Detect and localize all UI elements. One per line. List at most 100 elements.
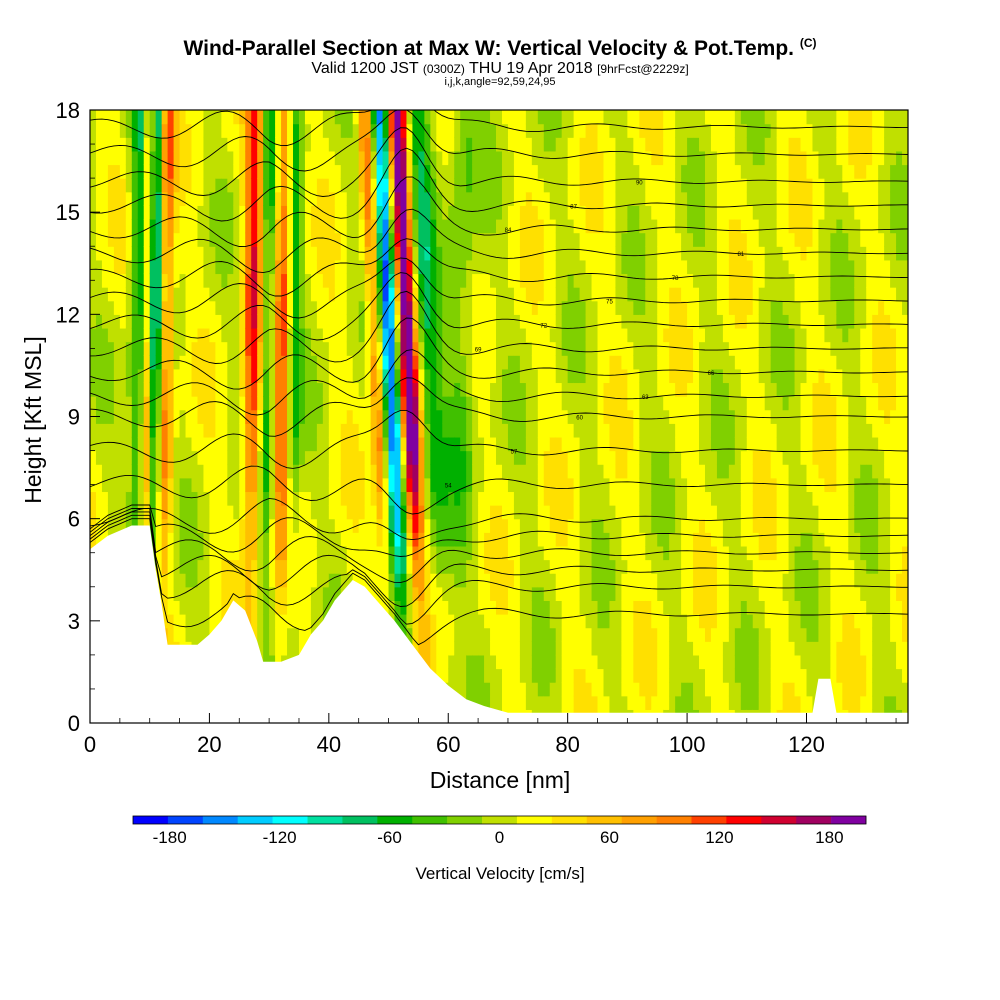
velocity-cell (615, 545, 623, 561)
velocity-cell (585, 178, 593, 193)
velocity-cell (472, 110, 479, 125)
velocity-cell (143, 423, 151, 438)
velocity-cell (233, 586, 240, 601)
velocity-cell (233, 164, 240, 179)
velocity-cell (131, 396, 139, 411)
velocity-cell (113, 518, 121, 533)
velocity-cell (101, 464, 109, 479)
velocity-cell (609, 287, 617, 302)
velocity-cell (519, 477, 527, 493)
velocity-cell (484, 205, 491, 220)
velocity-cell (179, 218, 187, 234)
velocity-cell (496, 355, 503, 370)
velocity-cell (298, 423, 306, 438)
velocity-cell (639, 396, 646, 411)
velocity-cell (549, 477, 557, 493)
velocity-cell (113, 287, 121, 302)
velocity-cell (585, 627, 593, 642)
velocity-cell (710, 409, 718, 424)
velocity-cell (322, 110, 330, 125)
velocity-cell (257, 518, 264, 533)
velocity-cell (609, 110, 617, 125)
velocity-cell (531, 123, 539, 138)
velocity-cell (597, 573, 605, 588)
velocity-cell (681, 382, 688, 397)
velocity-cell (418, 355, 425, 370)
velocity-cell (209, 164, 216, 179)
velocity-cell (388, 464, 396, 479)
velocity-cell (239, 436, 246, 452)
velocity-cell (507, 368, 515, 384)
velocity-cell (710, 246, 718, 261)
velocity-cell (221, 300, 228, 315)
velocity-cell (436, 123, 443, 138)
velocity-cell (221, 396, 228, 411)
velocity-cell (358, 123, 366, 138)
velocity-cell (567, 205, 575, 220)
velocity-cell (436, 409, 443, 424)
velocity-cell (693, 545, 700, 561)
velocity-cell (137, 110, 145, 125)
velocity-cell (131, 218, 139, 234)
velocity-cell (430, 436, 437, 452)
velocity-cell (591, 164, 599, 179)
velocity-cell (561, 545, 569, 561)
velocity-cell (507, 654, 515, 670)
velocity-cell (167, 382, 175, 397)
velocity-cell (424, 355, 431, 370)
velocity-cell (579, 382, 587, 397)
velocity-cell (340, 273, 348, 288)
velocity-cell (561, 123, 569, 138)
velocity-cell (424, 314, 431, 329)
velocity-cell (436, 450, 443, 465)
velocity-cell (693, 191, 700, 206)
velocity-cell (669, 287, 676, 302)
velocity-cell (657, 382, 664, 397)
velocity-cell (185, 614, 193, 629)
velocity-cell (358, 355, 366, 370)
velocity-cell (95, 396, 103, 411)
velocity-cell (728, 123, 736, 138)
velocity-cell (597, 600, 605, 615)
velocity-cell (555, 464, 563, 479)
velocity-cell (95, 259, 103, 275)
velocity-cell (424, 545, 431, 561)
velocity-cell (101, 491, 109, 506)
velocity-cell (699, 477, 706, 493)
velocity-cell (651, 123, 658, 138)
velocity-cell (496, 491, 503, 506)
velocity-cell (693, 137, 700, 152)
velocity-cell (657, 287, 664, 302)
velocity-cell (567, 695, 575, 710)
velocity-cell (639, 246, 646, 261)
velocity-cell (125, 300, 133, 315)
velocity-cell (651, 273, 658, 288)
velocity-cell (466, 382, 473, 397)
velocity-cell (346, 341, 354, 356)
velocity-cell (90, 368, 97, 384)
velocity-cell (364, 505, 372, 520)
velocity-cell (627, 695, 634, 710)
velocity-cell (734, 464, 742, 479)
velocity-cell (358, 396, 366, 411)
velocity-cell (704, 559, 712, 574)
velocity-cell (239, 600, 246, 615)
velocity-cell (90, 532, 97, 547)
velocity-cell (119, 464, 127, 479)
velocity-cell (603, 273, 611, 288)
velocity-cell (472, 545, 479, 561)
velocity-cell (651, 505, 658, 520)
velocity-cell (173, 545, 181, 561)
velocity-cell (90, 287, 97, 302)
velocity-cell (346, 205, 354, 220)
velocity-cell (555, 178, 563, 193)
velocity-cell (113, 505, 121, 520)
velocity-cell (639, 477, 646, 493)
velocity-cell (203, 259, 211, 275)
velocity-cell (203, 436, 211, 452)
velocity-cell (609, 259, 617, 275)
velocity-cell (728, 382, 736, 397)
velocity-cell (472, 355, 479, 370)
velocity-cell (209, 409, 216, 424)
velocity-cell (131, 178, 139, 193)
